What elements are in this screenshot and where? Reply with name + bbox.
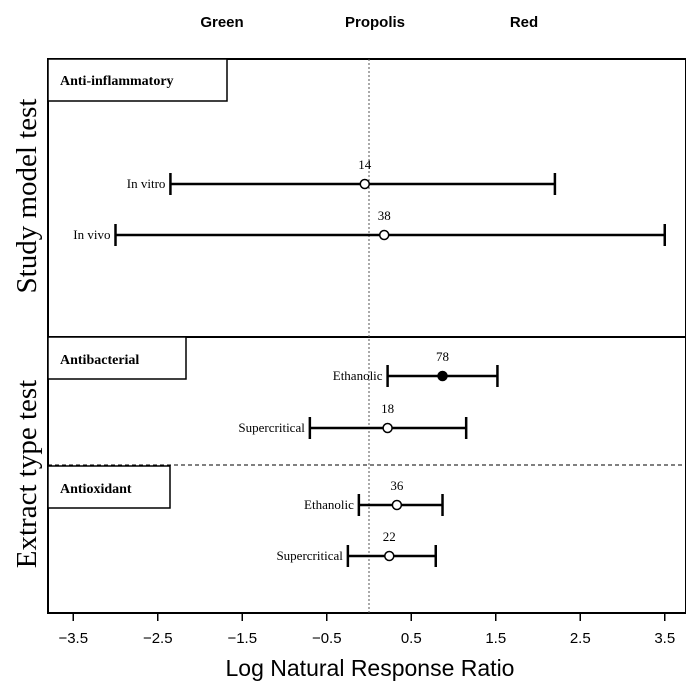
section-box-antibacterial bbox=[47, 336, 187, 380]
count-label: 18 bbox=[381, 401, 394, 416]
forest-row: Supercritical 18 bbox=[238, 401, 468, 439]
point-estimate bbox=[378, 229, 390, 241]
point-estimate bbox=[382, 422, 393, 434]
row-label: Ethanolic bbox=[304, 497, 354, 512]
section-box-anti-inflammatory bbox=[47, 58, 228, 102]
top-label-green: Green bbox=[200, 14, 243, 31]
count-label: 38 bbox=[378, 208, 391, 223]
row-label: Supercritical bbox=[238, 420, 305, 435]
forest-rows: In vitro 14 In vivo 38 Ethanolic 78 Supercriti… bbox=[73, 157, 666, 567]
row-label: In vivo bbox=[73, 227, 110, 242]
section-box-antioxidant bbox=[47, 465, 171, 509]
forest-row: In vitro 14 bbox=[127, 157, 557, 195]
x-tick-label: 1.5 bbox=[485, 630, 506, 647]
x-tick-label: 0.5 bbox=[401, 630, 422, 647]
x-tick-label: −1.5 bbox=[227, 630, 257, 647]
point-estimate bbox=[359, 178, 371, 190]
top-label-red: Red bbox=[510, 14, 538, 31]
forest-row: In vivo 38 bbox=[73, 208, 666, 246]
x-axis: −3.5 −2.5 −1.5 −0.5 0.5 1.5 2.5 3.5 bbox=[58, 613, 675, 647]
section-title-antibacterial: Antibacterial bbox=[60, 353, 139, 368]
x-tick-label: 3.5 bbox=[654, 630, 675, 647]
row-label: In vitro bbox=[127, 176, 166, 191]
x-tick-label: −2.5 bbox=[143, 630, 173, 647]
row-label: Supercritical bbox=[276, 548, 343, 563]
count-label: 78 bbox=[436, 349, 449, 364]
count-label: 36 bbox=[390, 478, 404, 493]
count-label: 14 bbox=[358, 157, 372, 172]
top-label-propolis: Propolis bbox=[345, 14, 405, 31]
count-label: 22 bbox=[383, 529, 396, 544]
point-estimate bbox=[437, 370, 448, 382]
x-tick-label: −3.5 bbox=[58, 630, 88, 647]
section-title-antioxidant: Antioxidant bbox=[60, 482, 132, 497]
point-estimate bbox=[391, 499, 403, 511]
section-title-anti-inflammatory: Anti-inflammatory bbox=[60, 74, 174, 89]
forest-row: Ethanolic 36 bbox=[304, 478, 444, 516]
y-title-extract-type: Extract type test bbox=[11, 380, 43, 568]
x-tick-label: −0.5 bbox=[312, 630, 342, 647]
forest-row: Ethanolic 78 bbox=[333, 349, 499, 387]
y-title-study-model: Study model test bbox=[11, 99, 43, 294]
forest-row: Supercritical 22 bbox=[276, 529, 438, 567]
x-tick-label: 2.5 bbox=[570, 630, 591, 647]
row-label: Ethanolic bbox=[333, 368, 383, 383]
point-estimate bbox=[384, 550, 395, 562]
x-axis-title: Log Natural Response Ratio bbox=[226, 655, 515, 681]
